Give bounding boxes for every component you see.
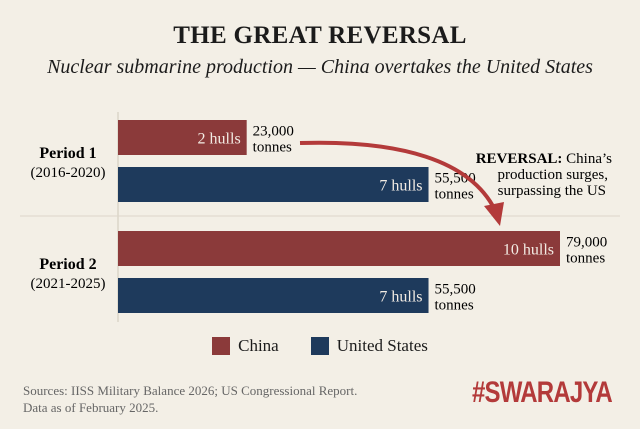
data-date-text: Data as of February 2025. [23, 400, 159, 415]
unit-label: tonnes [253, 140, 292, 156]
sources-note: Sources: IISS Military Balance 2026; US … [23, 382, 357, 416]
legend-swatch-china [212, 337, 231, 355]
category-label: Period 2 [39, 256, 96, 273]
category-sublabel: (2016-2020) [31, 165, 106, 181]
annotation-bold: REVERSAL: [476, 151, 563, 167]
category-sublabel: (2021-2025) [31, 276, 106, 292]
value-label: 23,000 [253, 124, 294, 140]
legend-item-us: United States [310, 336, 428, 356]
annotation-text: China’s [562, 151, 612, 167]
bar-china [118, 231, 560, 266]
hull-label: 7 hulls [379, 289, 422, 306]
value-label: 55,500 [435, 282, 476, 298]
arrow-head-icon [484, 202, 504, 226]
annotation-line-3: surpassing the US [498, 183, 606, 199]
chart-subtitle: Nuclear submarine production — China ove… [47, 56, 593, 78]
annotation-line-1: REVERSAL: China’s [476, 151, 612, 167]
bar-us [118, 167, 429, 202]
legend-label-us: United States [336, 336, 428, 355]
annotation-line-2: production surges, [497, 167, 608, 183]
bar-china [118, 120, 247, 155]
swarajya-logo: #SWARAJYA [472, 376, 613, 409]
legend-swatch-us [310, 337, 329, 355]
hull-label: 2 hulls [198, 131, 241, 148]
hull-label: 7 hulls [379, 178, 422, 195]
bar-us [118, 278, 429, 313]
unit-label: tonnes [435, 298, 474, 314]
hull-label: 10 hulls [503, 242, 554, 259]
legend: China United States [0, 336, 640, 356]
reversal-arrow [299, 140, 497, 211]
legend-item-china: China [212, 336, 279, 356]
sources-text: Sources: IISS Military Balance 2026; US … [23, 383, 358, 398]
category-label: Period 1 [39, 145, 96, 162]
value-label: 79,000 [566, 235, 607, 251]
unit-label: tonnes [435, 187, 474, 203]
chart-title: THE GREAT REVERSAL [173, 22, 467, 49]
unit-label: tonnes [566, 251, 605, 267]
legend-label-china: China [238, 336, 279, 355]
